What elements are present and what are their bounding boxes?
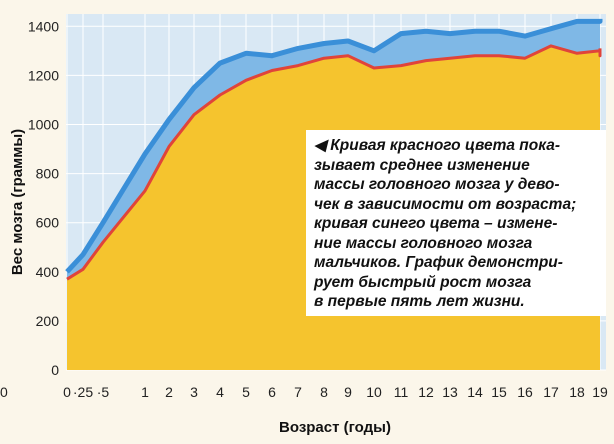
annotation-line: кривая синего цвета – измене- xyxy=(314,215,558,232)
x-tick-label: 13 xyxy=(442,384,458,400)
x-tick-label: 20 xyxy=(0,384,8,400)
annotation-box: ◀ Кривая красного цвета пока-зывает сред… xyxy=(306,130,606,316)
y-tick-label: 1000 xyxy=(28,116,59,132)
x-tick-label: ·5 xyxy=(97,384,110,400)
annotation-line: рует быстрый рост мозга xyxy=(314,273,532,291)
y-tick-label: 1400 xyxy=(28,18,59,34)
x-tick-label: 9 xyxy=(344,384,352,400)
x-tick-label: 15 xyxy=(491,384,507,400)
x-tick-label: 2 xyxy=(165,384,173,400)
y-axis-title: Вес мозга (граммы) xyxy=(9,129,26,275)
annotation-line: зывает среднее изменение xyxy=(314,156,530,174)
series-line-boys xyxy=(65,18,603,274)
series-line-girls xyxy=(66,44,602,281)
x-tick-label: 8 xyxy=(320,384,328,400)
x-tick-label: 11 xyxy=(394,384,409,400)
x-axis-ticks: 0·25·51234567891011121314151617181920 xyxy=(0,384,608,400)
x-tick-label: 1 xyxy=(141,384,149,400)
y-tick-label: 0 xyxy=(51,362,59,378)
x-tick-label: 17 xyxy=(543,384,559,400)
x-tick-label: 14 xyxy=(467,384,483,400)
x-tick-label: 5 xyxy=(242,384,250,400)
annotation-line: ние массы головного мозга xyxy=(314,234,533,252)
x-tick-label: 7 xyxy=(294,384,302,400)
annotation-line: чек в зависимости от возраста; xyxy=(314,195,577,213)
x-tick-label: 4 xyxy=(216,384,224,400)
annotation-line: мальчиков. График демонстри- xyxy=(314,254,563,271)
x-axis-title: Возраст (годы) xyxy=(279,419,391,436)
y-tick-label: 400 xyxy=(36,264,60,280)
y-tick-label: 600 xyxy=(36,215,60,231)
annotation-line: в первые пять лет жизни. xyxy=(314,293,525,310)
x-tick-label: 16 xyxy=(517,384,533,400)
annotation-line: массы головного мозга у дево- xyxy=(314,176,560,193)
y-tick-label: 1200 xyxy=(28,67,59,83)
x-tick-label: 6 xyxy=(268,384,276,400)
y-tick-label: 800 xyxy=(36,166,60,182)
annotation-line: ◀ Кривая красного цвета пока- xyxy=(314,137,561,154)
x-tick-label: 10 xyxy=(366,384,382,400)
x-tick-label: 3 xyxy=(190,384,198,400)
x-tick-label: 0 xyxy=(63,384,71,400)
x-tick-label: 19 xyxy=(592,384,608,400)
x-tick-label: ·25 xyxy=(73,384,93,400)
x-tick-label: 18 xyxy=(569,384,585,400)
y-axis-ticks: 0 200 400 600 800 1000 1200 1400 xyxy=(28,18,59,378)
x-tick-label: 12 xyxy=(418,384,434,400)
y-tick-label: 200 xyxy=(36,313,60,329)
